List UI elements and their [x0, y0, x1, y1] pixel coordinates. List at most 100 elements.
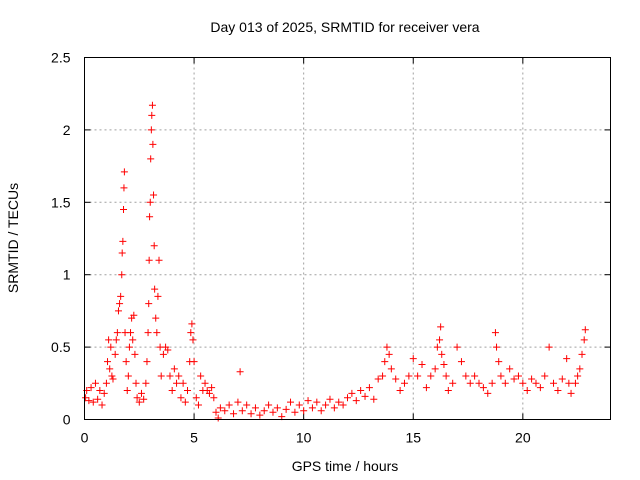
data-point [184, 387, 192, 395]
data-point [357, 387, 365, 395]
data-point [164, 346, 172, 354]
data-point [493, 343, 501, 351]
data-point [383, 343, 391, 351]
data-point [124, 372, 132, 380]
data-point [127, 329, 135, 337]
data-point [129, 336, 137, 344]
data-point [348, 389, 356, 397]
data-point [335, 398, 343, 406]
data-point [201, 379, 209, 387]
data-point [578, 350, 586, 358]
y-tick-label: 2 [63, 122, 71, 138]
data-point [234, 398, 242, 406]
data-point [143, 358, 151, 366]
data-point [247, 410, 255, 418]
data-point [122, 358, 130, 366]
data-point [221, 407, 229, 415]
data-point [565, 379, 573, 387]
y-axis-label: SRMTID / TECUs [5, 183, 21, 293]
data-point [131, 350, 139, 358]
data-point [550, 379, 558, 387]
data-point [82, 394, 90, 402]
data-point [106, 365, 114, 373]
data-point [418, 360, 426, 368]
data-point [119, 237, 127, 245]
data-point [212, 408, 220, 416]
data-point [189, 336, 197, 344]
data-point [427, 372, 435, 380]
data-point [107, 343, 115, 351]
x-tick-label: 10 [296, 430, 312, 446]
data-point [545, 343, 553, 351]
data-point [152, 314, 160, 322]
y-tick-label: 2.5 [51, 50, 71, 66]
data-point [437, 323, 445, 331]
data-point [523, 387, 531, 395]
data-point [260, 407, 268, 415]
data-point [339, 401, 347, 409]
data-point [387, 365, 395, 373]
data-point [491, 329, 499, 337]
data-point [409, 355, 417, 363]
y-tick-label: 0.5 [51, 339, 71, 355]
data-point [149, 140, 157, 148]
data-point [170, 365, 178, 373]
data-point [179, 379, 187, 387]
data-point [145, 256, 153, 264]
data-point [104, 358, 112, 366]
data-point [142, 379, 150, 387]
axis-ticks: 0 5 10 15 20 0 0.5 1 1.5 2 2.5 [51, 50, 611, 446]
data-point [442, 372, 450, 380]
data-point [108, 372, 116, 380]
data-point [120, 168, 128, 176]
data-point [133, 394, 141, 402]
data-point [431, 365, 439, 373]
data-point [558, 375, 566, 383]
data-point [140, 395, 148, 403]
data-point [295, 401, 303, 409]
data-point [89, 398, 97, 406]
data-point [381, 358, 389, 366]
data-point [109, 375, 117, 383]
data-point [155, 256, 163, 264]
y-tick-label: 1.5 [51, 194, 71, 210]
data-point [479, 384, 487, 392]
data-point [532, 379, 540, 387]
data-point [436, 336, 444, 344]
data-point [374, 375, 382, 383]
data-point [466, 379, 474, 387]
data-point [422, 384, 430, 392]
data-point [166, 372, 174, 380]
data-point [322, 401, 330, 409]
data-point [177, 394, 185, 402]
data-point [146, 198, 154, 206]
data-point [147, 126, 155, 134]
data-point [208, 384, 216, 392]
data-point [528, 375, 536, 383]
data-point [118, 271, 126, 279]
data-point [392, 375, 400, 383]
data-point [453, 343, 461, 351]
data-point [563, 355, 571, 363]
data-marks [82, 101, 589, 422]
data-point [506, 365, 514, 373]
data-point [510, 375, 518, 383]
data-point [576, 365, 584, 373]
data-point [385, 350, 393, 358]
data-point [471, 372, 479, 380]
data-point [111, 350, 119, 358]
data-point [120, 206, 128, 214]
data-point [190, 358, 198, 366]
data-point [433, 343, 441, 351]
data-point [488, 379, 496, 387]
data-point [151, 285, 159, 293]
data-point [225, 401, 233, 409]
data-point [175, 372, 183, 380]
data-point [379, 372, 387, 380]
data-point [153, 329, 161, 337]
data-point [449, 379, 457, 387]
data-point [330, 404, 338, 412]
grid [84, 57, 611, 420]
data-point [438, 350, 446, 358]
data-point [344, 394, 351, 402]
